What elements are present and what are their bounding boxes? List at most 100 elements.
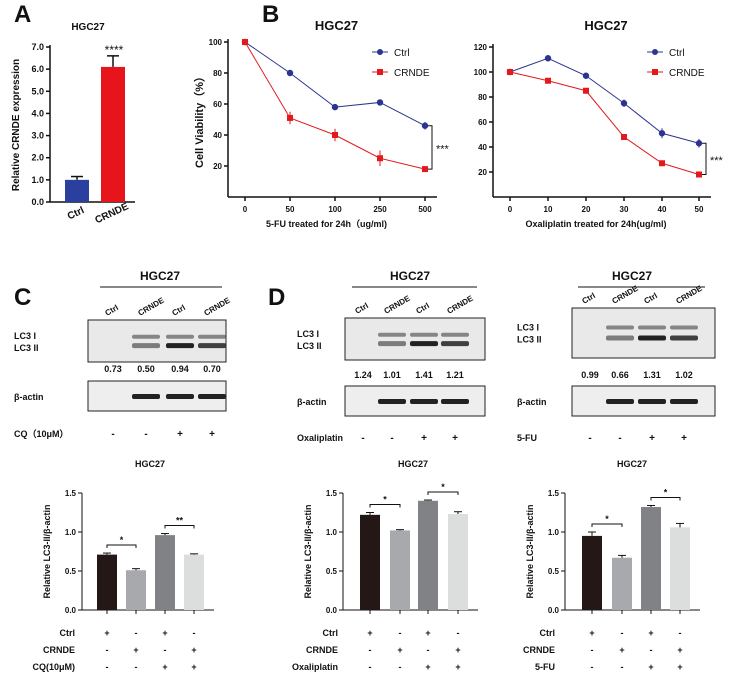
band-ratio: 1.21: [446, 370, 464, 380]
data-point: [331, 103, 339, 111]
series-line: [509, 71, 700, 175]
treatment-sign: +: [455, 662, 460, 672]
band-lc3-i: [166, 334, 194, 339]
y-tick-label: 1.0: [548, 528, 560, 537]
y-tick-label: 1.0: [326, 528, 338, 537]
significance-bracket: [164, 525, 195, 529]
panel-label: B: [262, 1, 279, 28]
data-point: [422, 166, 428, 173]
band-lc3-ii: [132, 343, 160, 349]
panel-label: A: [14, 1, 31, 28]
y-tick-label: 60: [213, 100, 222, 109]
significance-bracket: [106, 544, 137, 549]
bar: [418, 500, 438, 610]
band-lc3-ii: [198, 343, 226, 349]
band-label: β-actin: [14, 392, 44, 402]
treatment-sign: +: [425, 628, 430, 638]
x-axis-label: 5-FU treated for 24h（ug/ml): [266, 219, 387, 229]
y-axis-label: Relative LC3-II/β-actin: [42, 504, 52, 598]
significance-bracket: [369, 504, 401, 508]
band-ratio: 1.02: [675, 370, 693, 380]
y-tick-label: 0.5: [326, 567, 338, 576]
bar: [97, 554, 117, 610]
treatment-sign: +: [191, 662, 196, 672]
y-tick-label: 2.0: [31, 153, 44, 163]
treatment-sign: -: [591, 645, 594, 655]
y-tick-label: 0.5: [65, 567, 77, 576]
y-tick-label: 1.5: [65, 489, 77, 498]
band-lc3-i: [410, 332, 438, 337]
data-point: [377, 155, 383, 162]
data-point: [242, 39, 248, 45]
band-beta-actin: [410, 399, 438, 404]
treatment-sign: -: [144, 429, 147, 440]
lane-label: CRNDE: [203, 295, 233, 317]
band-lc3-i: [670, 325, 698, 330]
treatment-sign: +: [133, 645, 138, 655]
blot-title: HGC27: [140, 269, 180, 283]
bar: [612, 557, 632, 610]
y-tick-label: 1.5: [326, 489, 338, 498]
x-tick-label: 40: [658, 205, 667, 214]
treatment-sign: -: [679, 628, 682, 638]
data-point: [582, 72, 590, 79]
lane-label: Ctrl: [171, 303, 187, 318]
treatment-sign: +: [162, 628, 167, 638]
band-label: LC3 I: [517, 323, 539, 333]
treatment-sign: +: [425, 662, 430, 672]
band-ratio: 0.99: [581, 370, 599, 380]
y-tick-label: 80: [478, 93, 487, 102]
treatment-sign: -: [588, 433, 591, 444]
significance-bracket: [591, 523, 623, 527]
bar: [670, 527, 690, 610]
y-axis-label: Relative LC3-II/β-actin: [525, 504, 535, 598]
chart-title: HGC27: [71, 22, 105, 33]
data-point: [545, 77, 551, 84]
significance-annotation: **: [176, 516, 184, 526]
treatment-sign: +: [681, 433, 687, 444]
data-point: [332, 132, 338, 138]
treatment-sign: +: [162, 662, 167, 672]
y-tick-label: 100: [474, 68, 488, 77]
treatment-sign: -: [164, 645, 167, 655]
band-lc3-ii: [670, 335, 698, 341]
row-label: Oxaliplatin: [292, 662, 338, 672]
band-lc3-i: [132, 334, 160, 339]
treatment-sign: -: [135, 628, 138, 638]
band-beta-actin: [198, 394, 226, 399]
y-tick-label: 6.0: [31, 64, 44, 74]
blot-title: HGC27: [612, 269, 652, 283]
chart-title: HGC27: [398, 459, 428, 469]
y-axis-label: Cell Viability（%）: [193, 71, 206, 168]
data-point: [695, 140, 703, 147]
row-label: 5-FU: [535, 662, 555, 672]
significance-annotation: *: [605, 514, 609, 524]
band-lc3-i: [606, 325, 634, 330]
band-lc3-i: [441, 332, 469, 337]
blot-box-lc3: [344, 317, 486, 361]
lane-label: Ctrl: [581, 291, 597, 306]
x-tick-label: 50: [695, 205, 704, 214]
band-label: LC3 II: [14, 343, 39, 353]
bar: [101, 66, 125, 202]
row-label: CRNDE: [306, 645, 338, 655]
band-lc3-ii: [638, 335, 666, 341]
row-label: CRNDE: [43, 645, 75, 655]
series-line: [509, 57, 700, 144]
data-point: [583, 87, 589, 94]
lane-label: Ctrl: [415, 301, 431, 316]
treatment-sign: +: [367, 628, 372, 638]
chart-title: HGC27: [315, 18, 358, 33]
treatment-sign: +: [104, 628, 109, 638]
band-label: β-actin: [297, 397, 327, 407]
y-tick-label: 60: [478, 118, 487, 127]
blot-box-lc3: [571, 307, 716, 359]
data-point: [620, 100, 628, 107]
bar: [390, 530, 410, 610]
significance-annotation: *: [120, 535, 124, 545]
legend-label: Ctrl: [669, 48, 685, 59]
data-point: [376, 99, 384, 106]
treatment-sign: -: [621, 628, 624, 638]
band-ratio: 0.66: [611, 370, 629, 380]
